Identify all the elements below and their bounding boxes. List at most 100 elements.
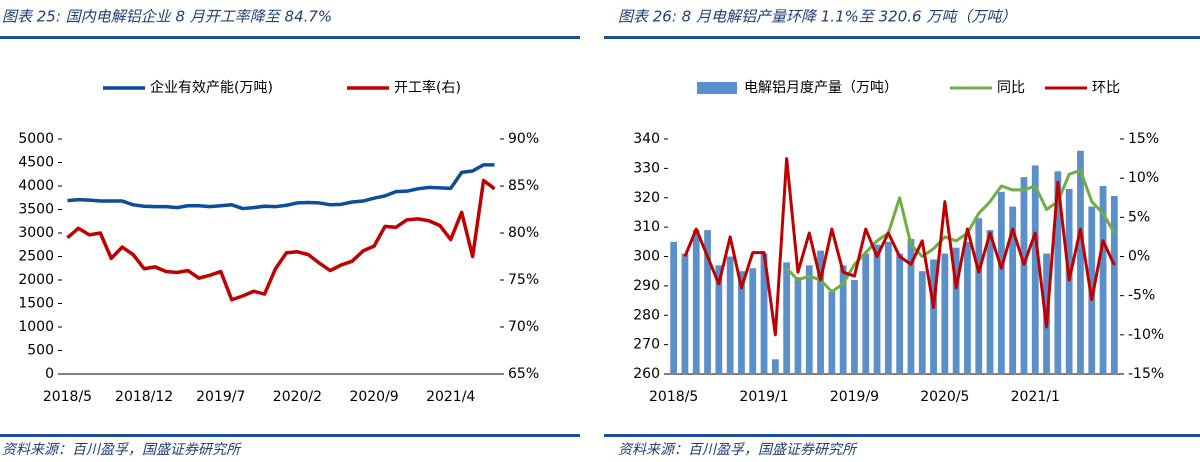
x-tick-label: 2020/5	[920, 389, 969, 405]
bar	[738, 271, 745, 374]
y2-tick-label: 70%	[508, 319, 539, 335]
bar	[952, 247, 960, 374]
bar	[851, 280, 858, 374]
y2-tick-label: 75%	[508, 272, 539, 288]
x-tick-label: 2018/5	[649, 389, 698, 405]
x-tick-label: 2019/9	[830, 389, 879, 405]
y2-tick-label: 0%	[1128, 249, 1150, 265]
x-tick-label: 2018/12	[115, 389, 173, 405]
y-tick-label: 2000	[18, 272, 54, 288]
y2-tick-label: 85%	[508, 178, 539, 194]
bar	[783, 262, 791, 374]
chart-title: 图表 25: 国内电解铝企业 8 月开工率降至 84.7%	[2, 8, 332, 26]
bar	[918, 271, 926, 374]
source-note: 资料来源：百川盈孚，国盛证券研究所	[2, 442, 242, 458]
y2-tick-label: 80%	[508, 225, 539, 241]
bar	[1110, 195, 1118, 374]
y2-tick-label: -5%	[1128, 288, 1155, 304]
bar	[839, 265, 847, 374]
y-tick-label: 320	[633, 190, 660, 206]
y-tick-label: 4000	[18, 178, 54, 194]
x-tick-label: 2020/2	[273, 389, 322, 405]
bar	[704, 230, 711, 374]
bar	[817, 250, 824, 374]
y-tick-label: 3500	[18, 202, 54, 218]
line-series	[683, 157, 1116, 337]
y-tick-label: 2500	[18, 249, 54, 265]
bar	[1009, 206, 1017, 374]
y-tick-label: 270	[633, 337, 660, 353]
bar	[907, 238, 915, 374]
source-note: 资料来源：百川盈孚，国盛证券研究所	[618, 442, 858, 458]
bar	[828, 291, 836, 374]
x-tick-label: 2018/5	[43, 389, 92, 405]
y2-tick-label: -15%	[1128, 366, 1164, 382]
y-tick-label: 330	[633, 160, 660, 176]
x-tick-label: 2021/1	[1011, 389, 1060, 405]
legend-label: 同比	[997, 80, 1025, 96]
y-tick-label: 3000	[18, 225, 54, 241]
bar	[873, 244, 881, 374]
y2-tick-label: -10%	[1128, 327, 1164, 343]
bar	[726, 256, 734, 374]
bar	[805, 265, 813, 374]
x-tick-label: 2021/4	[426, 389, 475, 405]
bar	[1099, 186, 1107, 374]
bar	[986, 230, 994, 374]
footer-rule	[0, 434, 580, 437]
bar	[794, 277, 802, 374]
y-tick-label: 4500	[18, 155, 54, 171]
header-rule	[604, 36, 1200, 39]
legend-label: 电解铝月度产量（万吨）	[744, 80, 898, 96]
bar	[862, 253, 870, 374]
y2-tick-label: 90%	[508, 131, 539, 147]
legend-label: 环比	[1092, 80, 1120, 96]
bar	[930, 259, 937, 374]
y-tick-label: 300	[633, 249, 660, 265]
legend-swatch	[697, 82, 737, 94]
bar	[715, 265, 723, 374]
bar	[884, 241, 892, 374]
y-tick-label: 0	[45, 366, 54, 382]
y-tick-label: 5000	[18, 131, 54, 147]
x-tick-label: 2019/7	[196, 389, 245, 405]
bar	[964, 241, 971, 374]
legend-label: 企业有效产能(万吨)	[150, 79, 273, 96]
header-rule	[0, 36, 580, 39]
bar	[681, 253, 689, 374]
bar	[1020, 177, 1028, 374]
line-series	[785, 168, 1116, 294]
bar	[771, 359, 779, 374]
footer-rule	[604, 434, 1200, 437]
x-tick-label: 2020/9	[349, 389, 398, 405]
bar	[896, 253, 904, 374]
bar	[692, 230, 700, 374]
bar	[1077, 150, 1084, 374]
y2-tick-label: 10%	[1128, 170, 1159, 186]
line-series	[67, 163, 495, 211]
y2-tick-label: 65%	[508, 366, 539, 382]
y-tick-label: 340	[633, 131, 660, 147]
y-tick-label: 260	[633, 366, 660, 382]
x-tick-label: 2019/1	[739, 389, 788, 405]
bar	[997, 191, 1005, 374]
y-tick-label: 290	[633, 278, 660, 294]
y-tick-label: 1500	[18, 296, 54, 312]
bar	[1031, 165, 1039, 374]
bar	[941, 253, 949, 374]
bar	[749, 268, 757, 374]
legend-label: 开工率(右)	[394, 79, 461, 96]
y-tick-label: 310	[633, 219, 660, 235]
bar	[670, 241, 678, 374]
bar	[1054, 171, 1062, 374]
bar	[975, 218, 983, 374]
y-tick-label: 1000	[18, 319, 54, 335]
line-series	[66, 178, 496, 302]
bar	[760, 253, 768, 374]
y-tick-label: 500	[27, 343, 54, 359]
y-tick-label: 280	[633, 307, 660, 323]
y2-tick-label: 5%	[1128, 209, 1150, 225]
y2-tick-label: 15%	[1128, 131, 1159, 147]
